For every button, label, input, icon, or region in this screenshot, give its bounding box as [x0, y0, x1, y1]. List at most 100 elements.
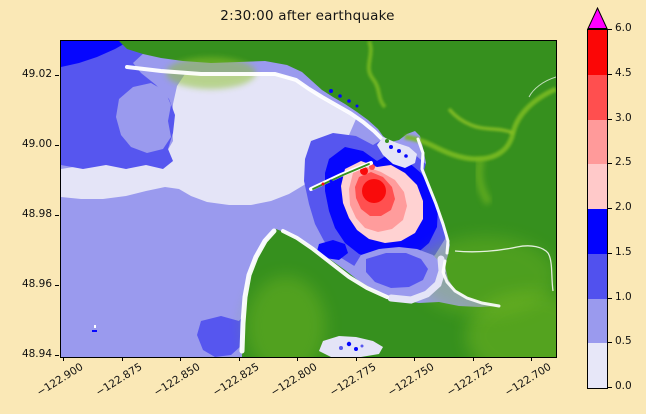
x-tick-label: −122.825 [210, 361, 261, 399]
colorbar-segment [588, 343, 607, 388]
colorbar-tick-mark [608, 73, 612, 75]
map-plot [60, 40, 557, 358]
coast-dot [338, 94, 342, 98]
colorbar-extend-triangle [587, 7, 608, 29]
coast-dot [355, 104, 359, 108]
river-valley [447, 107, 514, 135]
x-tick-label: −122.775 [327, 361, 378, 399]
hotspot-core-4.5-6.0 [362, 179, 386, 203]
hotspot-speck [360, 167, 368, 175]
colorbar-tick-label: 1.0 [615, 290, 632, 303]
periwinkle-inner-patch [116, 83, 171, 153]
x-tick-label: −122.850 [151, 361, 203, 399]
x-tick-mark [63, 357, 64, 361]
colorbar-tick-mark [608, 387, 612, 388]
colorbar-tick-label: 2.5 [615, 156, 632, 169]
x-tick-mark [472, 357, 474, 361]
x-tick-label: −122.875 [93, 361, 144, 399]
beach-bay-rim [441, 259, 501, 308]
colorbar-tick-label: 0.0 [615, 380, 632, 392]
land-light-patch [416, 236, 556, 316]
y-tick-mark [55, 75, 59, 76]
y-tick-label: 49.00 [21, 138, 52, 150]
colorbar-tick-mark [608, 297, 612, 299]
x-tick-mark [238, 357, 240, 361]
colorbar-segment [588, 253, 607, 299]
hotspot-speck [369, 164, 375, 170]
colorbar-tick-mark [608, 118, 612, 120]
colorbar-tick-label: 2.0 [615, 201, 632, 213]
colorbar-segment [588, 30, 607, 75]
colorbar-tick-label: 3.0 [615, 111, 632, 124]
wetland-speck [346, 341, 352, 347]
beach-peninsula-ne [281, 229, 389, 299]
harbor-islet [393, 136, 397, 140]
colorbar-tick-label: 6.0 [615, 22, 632, 34]
wetland-speck [360, 344, 364, 348]
land [119, 41, 556, 357]
colorbar-tick-label: 0.5 [615, 335, 632, 348]
x-tick-mark [121, 357, 123, 361]
coast-dot [329, 89, 333, 93]
wetland-speck [339, 346, 343, 350]
river-valley [475, 157, 493, 206]
colorbar-tick-mark [608, 208, 612, 209]
river-white [454, 245, 554, 292]
harbor-speck [389, 145, 393, 149]
beach-north-coast [125, 65, 383, 140]
x-tick-label: −122.900 [34, 361, 86, 399]
x-tick-label: −122.800 [268, 361, 320, 399]
colorbar-tick-label: 4.5 [615, 66, 632, 79]
land-light-patch [246, 276, 326, 357]
buoy-mark [94, 325, 96, 328]
river-white [528, 76, 556, 98]
beach-peninsula-west [239, 228, 277, 354]
colorbar-tick-mark [608, 252, 612, 254]
blue-patch-bottom [197, 311, 251, 357]
x-tick-label: −122.725 [444, 361, 495, 399]
plot-title: 2:30:00 after earthquake [220, 8, 395, 24]
marina-speck [329, 179, 333, 183]
deep-blue-corner [61, 41, 129, 67]
amplitude-map [61, 41, 556, 357]
colorbar-segment [588, 164, 607, 209]
coast-dot [347, 99, 351, 103]
y-tick-label: 48.96 [21, 278, 52, 290]
wetland-patch [319, 336, 383, 357]
buoy-mark [92, 330, 97, 332]
x-tick-mark [297, 357, 298, 361]
y-tick-label: 48.98 [21, 208, 52, 220]
marina-speck [321, 182, 325, 186]
y-tick-mark [55, 145, 59, 146]
colorbar-tick-mark [608, 342, 612, 344]
y-tick-mark [55, 355, 59, 356]
colorbar-segment [588, 298, 607, 344]
beach-east-coast [416, 137, 450, 255]
harbor-speck [404, 154, 408, 158]
harbor-islet [385, 139, 389, 143]
harbor-speck [397, 149, 401, 153]
x-tick-mark [355, 357, 357, 361]
y-tick-mark [55, 285, 59, 286]
harbor-inlet [377, 137, 417, 168]
calm-water-band [61, 72, 356, 205]
x-tick-label: −122.700 [502, 361, 554, 399]
bay-water-medium [366, 253, 428, 288]
colorbar-tick-label: 1.5 [615, 245, 632, 258]
colorbar-segment [588, 209, 607, 254]
bay-deep-patch [317, 240, 348, 260]
x-tick-label: −122.750 [385, 361, 437, 399]
bay-pale-rim [387, 255, 446, 304]
river-valley [366, 41, 387, 109]
x-tick-mark [531, 357, 532, 361]
colorbar [587, 29, 608, 389]
y-tick-label: 48.94 [21, 348, 52, 360]
y-tick-mark [55, 215, 59, 216]
x-tick-mark [180, 357, 181, 361]
colorbar-tick-mark [608, 29, 612, 30]
colorbar-tick-mark [608, 163, 612, 165]
y-tick-label: 49.02 [21, 68, 52, 80]
colorbar-segment [588, 74, 607, 120]
x-tick-mark [414, 357, 415, 361]
